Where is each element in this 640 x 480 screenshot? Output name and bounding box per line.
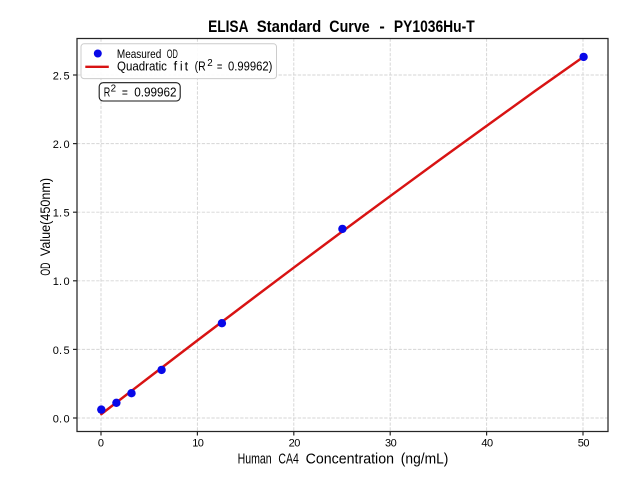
svg-text:0.0: 0.0 bbox=[53, 413, 70, 425]
svg-text:Quadratic: Quadratic bbox=[117, 60, 167, 74]
svg-text:CA4: CA4 bbox=[278, 451, 298, 468]
svg-text:2: 2 bbox=[111, 83, 116, 94]
svg-text:10: 10 bbox=[192, 437, 204, 449]
svg-text:fit: fit bbox=[174, 60, 189, 74]
svg-text:ELISA: ELISA bbox=[208, 17, 248, 36]
svg-text:PY1036Hu-T: PY1036Hu-T bbox=[394, 17, 475, 36]
svg-text:1.5: 1.5 bbox=[53, 208, 70, 220]
svg-text:=: = bbox=[217, 60, 223, 74]
svg-text:OD: OD bbox=[167, 47, 178, 61]
svg-text:=: = bbox=[122, 86, 128, 100]
svg-text:1.0: 1.0 bbox=[53, 276, 70, 288]
svg-text:-: - bbox=[379, 17, 384, 36]
svg-text:50: 50 bbox=[578, 437, 590, 449]
svg-text:Curve: Curve bbox=[329, 17, 369, 36]
svg-text:0.99962: 0.99962 bbox=[134, 86, 176, 100]
svg-text:30: 30 bbox=[385, 437, 397, 449]
svg-text:0.5: 0.5 bbox=[53, 345, 70, 357]
svg-text:2: 2 bbox=[207, 58, 212, 69]
svg-text:0.99962): 0.99962) bbox=[228, 60, 272, 74]
svg-text:Measured: Measured bbox=[117, 47, 161, 61]
svg-text:Standard: Standard bbox=[257, 17, 322, 36]
svg-text:Human: Human bbox=[238, 451, 272, 468]
svg-text:0: 0 bbox=[98, 437, 104, 449]
svg-text:2.5: 2.5 bbox=[53, 70, 70, 82]
svg-text:20: 20 bbox=[289, 437, 301, 449]
svg-text:Value(450nm): Value(450nm) bbox=[38, 178, 53, 256]
svg-text:(ng/mL): (ng/mL) bbox=[401, 451, 449, 468]
svg-text:Concentration: Concentration bbox=[306, 451, 394, 468]
svg-text:R: R bbox=[104, 85, 111, 100]
svg-text:OD: OD bbox=[38, 262, 53, 275]
svg-text:(R: (R bbox=[195, 60, 206, 74]
svg-text:2.0: 2.0 bbox=[53, 139, 70, 151]
svg-text:40: 40 bbox=[481, 437, 493, 449]
